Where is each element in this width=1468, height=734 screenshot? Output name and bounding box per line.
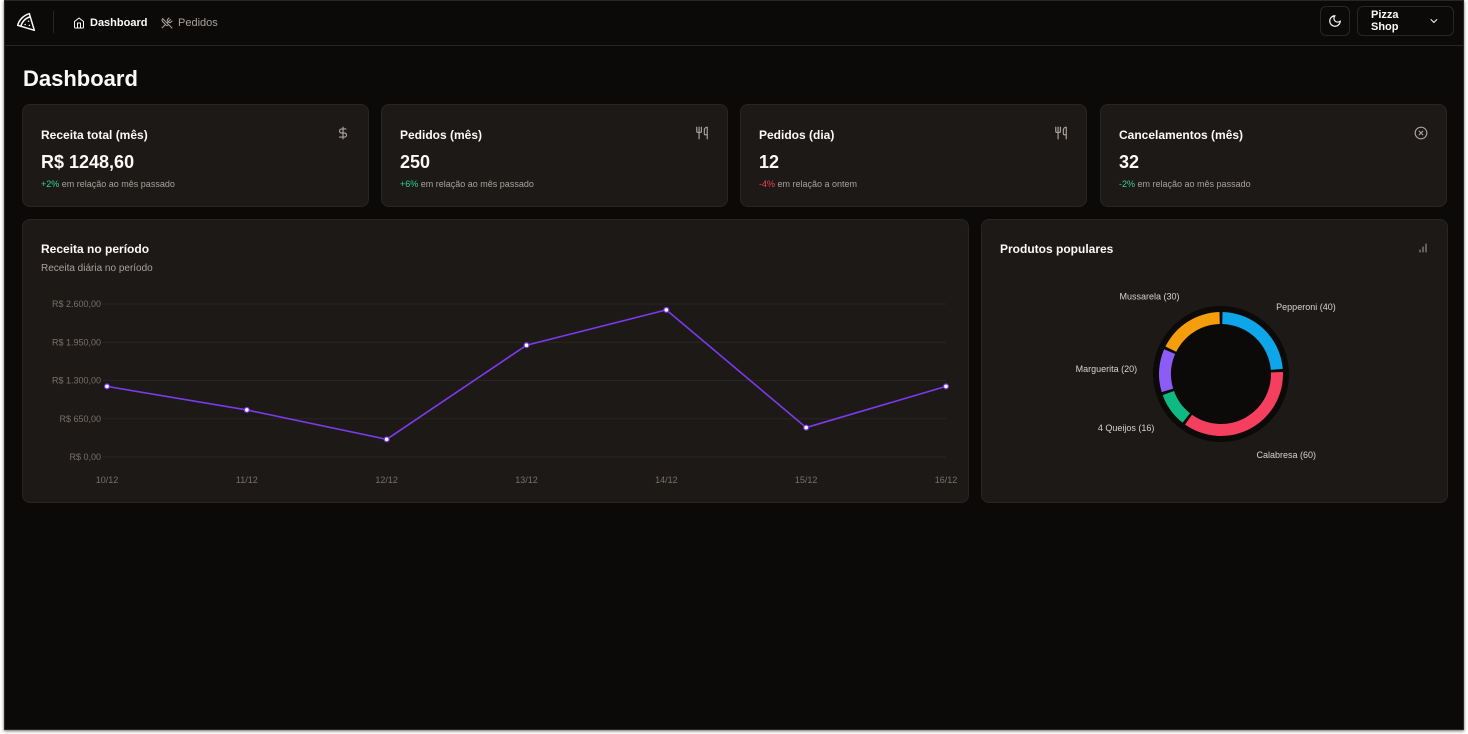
dollar-sign-icon xyxy=(338,126,348,140)
x-tick-label: 15/12 xyxy=(795,475,818,485)
stat-label: Receita total (mês) xyxy=(41,128,148,142)
delta-percent: +6% xyxy=(400,179,419,189)
theme-toggle-button[interactable] xyxy=(1320,6,1350,36)
data-point xyxy=(942,383,949,390)
top-navigation: Dashboard Pedidos Pizza Shop xyxy=(5,1,1463,46)
slice-label: Calabresa (60) xyxy=(1256,450,1316,460)
y-tick-label: R$ 2.600,00 xyxy=(52,299,101,309)
y-tick-label: R$ 0,00 xyxy=(69,452,101,462)
donut-slice xyxy=(1159,349,1176,393)
x-tick-label: 10/12 xyxy=(96,475,119,485)
shop-selector-button[interactable]: Pizza Shop xyxy=(1357,6,1454,36)
data-point xyxy=(383,436,390,443)
donut-slice xyxy=(1162,390,1191,423)
stat-delta: -4% em relação a ontem xyxy=(759,179,857,189)
popular-products-title: Produtos populares xyxy=(1000,242,1114,256)
donut-slice xyxy=(1185,372,1283,436)
delta-percent: -4% xyxy=(759,179,776,189)
stat-card-pedidos-mes: Pedidos (mês) 250 +6% em relação ao mês … xyxy=(381,104,728,207)
shop-name: Pizza Shop xyxy=(1371,9,1399,33)
chevron-down-icon xyxy=(1430,19,1438,23)
page-title: Dashboard xyxy=(23,66,138,91)
bar-chart-icon xyxy=(1419,243,1427,253)
x-tick-label: 12/12 xyxy=(375,475,398,485)
data-point xyxy=(663,306,670,313)
revenue-chart-subtitle: Receita diária no período xyxy=(41,263,153,274)
slice-label: Mussarela (30) xyxy=(1119,291,1179,301)
delta-percent: -2% xyxy=(1119,179,1136,189)
donut-slice xyxy=(1222,312,1283,370)
y-tick-label: R$ 1.300,00 xyxy=(52,376,101,386)
popular-products-donut-chart: Pepperoni (40) Calabresa (60) 4 Queijos (1… xyxy=(1076,291,1336,460)
donut-slice xyxy=(1165,312,1220,352)
revenue-chart-card: Receita no período Receita diária no per… xyxy=(22,219,969,503)
y-tick-label: R$ 650,00 xyxy=(59,414,101,424)
nav-divider xyxy=(53,11,54,33)
home-icon xyxy=(74,17,84,29)
stat-value: 250 xyxy=(400,152,431,172)
app-window: Dashboard Pedidos Pizza Shop Dashboard R… xyxy=(4,0,1464,730)
revenue-series-line xyxy=(106,309,947,441)
revenue-line-chart: R$ 0,00 R$ 650,00 R$ 1.300,00 R$ 1.950,00 R$… xyxy=(52,299,958,485)
stat-label: Pedidos (dia) xyxy=(759,128,835,142)
moon-icon xyxy=(1329,15,1341,27)
pizza-logo-icon[interactable] xyxy=(16,12,36,32)
utensils-icon xyxy=(696,126,708,140)
utensils-crossed-icon xyxy=(161,17,173,29)
x-tick-label: 11/12 xyxy=(236,475,258,485)
slice-label: Marguerita (20) xyxy=(1076,364,1138,374)
data-point xyxy=(103,383,110,390)
nav-link-dashboard[interactable]: Dashboard xyxy=(73,14,147,32)
stat-label: Cancelamentos (mês) xyxy=(1119,128,1244,142)
stat-delta: +2% em relação ao mês passado xyxy=(41,179,175,189)
nav-link-pedidos[interactable]: Pedidos xyxy=(161,14,218,32)
stat-card-cancelamentos: Cancelamentos (mês) 32 -2% em relação ao… xyxy=(1100,104,1447,207)
popular-products-card: Produtos populares Pepperoni (40) Calabre… xyxy=(981,219,1448,503)
stat-value: 12 xyxy=(759,152,780,172)
nav-link-label: Pedidos xyxy=(178,17,218,29)
utensils-icon xyxy=(1055,126,1067,140)
delta-text: em relação ao mês passado xyxy=(418,179,534,189)
slice-label: 4 Queijos (16) xyxy=(1098,423,1155,433)
data-point xyxy=(243,406,250,413)
donut-background xyxy=(1153,306,1289,442)
slice-label: Pepperoni (40) xyxy=(1276,302,1336,312)
stat-card-pedidos-dia: Pedidos (dia) 12 -4% em relação a ontem xyxy=(740,104,1087,207)
x-tick-label: 16/12 xyxy=(935,475,958,485)
circle-x-icon xyxy=(1414,126,1428,140)
delta-text: em relação ao mês passado xyxy=(59,179,175,189)
nav-link-label: Dashboard xyxy=(90,17,148,29)
stat-delta: -2% em relação ao mês passado xyxy=(1119,179,1251,189)
revenue-chart-title: Receita no período xyxy=(41,242,150,256)
delta-percent: +2% xyxy=(41,179,60,189)
data-point xyxy=(523,342,530,349)
x-tick-label: 14/12 xyxy=(655,475,678,485)
delta-text: em relação ao mês passado xyxy=(1135,179,1251,189)
delta-text: em relação a ontem xyxy=(775,179,858,189)
stat-card-receita-total: Receita total (mês) R$ 1248,60 +2% em re… xyxy=(22,104,369,207)
stat-value: R$ 1248,60 xyxy=(41,152,135,172)
stat-label: Pedidos (mês) xyxy=(400,128,483,142)
y-tick-label: R$ 1.950,00 xyxy=(52,337,101,347)
x-tick-label: 13/12 xyxy=(515,475,538,485)
stat-value: 32 xyxy=(1119,152,1140,172)
data-point xyxy=(803,424,810,431)
stat-delta: +6% em relação ao mês passado xyxy=(400,179,534,189)
